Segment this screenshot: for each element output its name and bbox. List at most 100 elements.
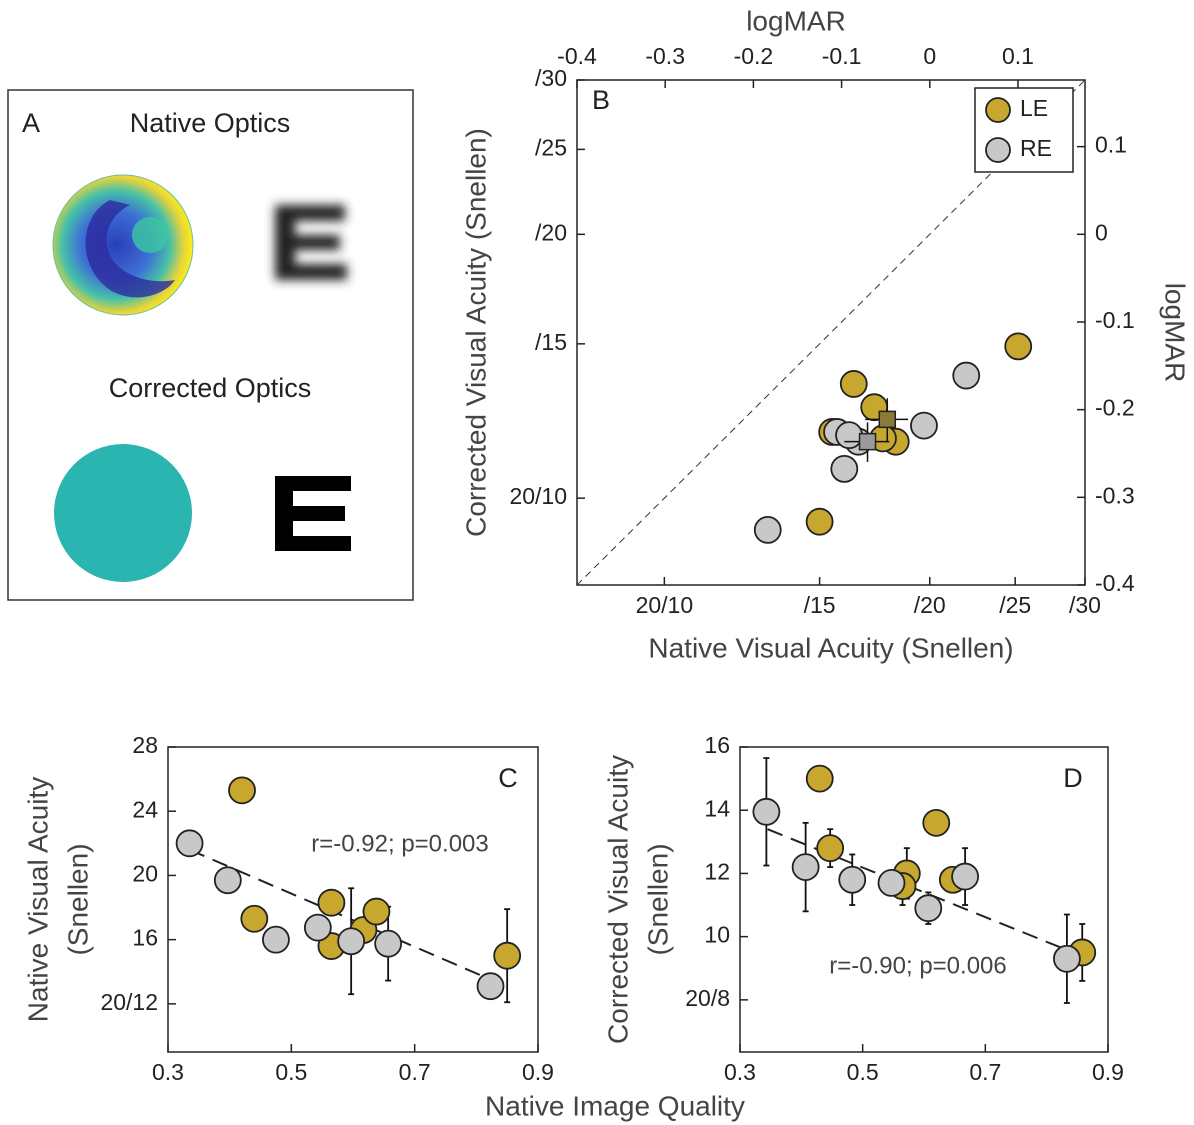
y-tick-label: 12 (704, 859, 730, 885)
panel-label: B (592, 85, 610, 115)
x-tick-label: 0.9 (1092, 1059, 1124, 1085)
y-axis-label: (Snellen) (642, 843, 673, 955)
y-tick-label: 28 (132, 732, 158, 758)
point (951, 862, 979, 891)
point (910, 411, 938, 440)
corrected-pupil (54, 444, 192, 582)
x-tick-label: 0.5 (275, 1059, 307, 1085)
y-tick-label: 16 (704, 732, 730, 758)
x-tick-label: 0.7 (969, 1059, 1001, 1085)
x2-axis-label: logMAR (746, 5, 846, 36)
y2-tick-label: -0.4 (1095, 570, 1135, 596)
y2-tick-label: -0.1 (1095, 307, 1135, 333)
y2-tick-label: -0.2 (1095, 395, 1135, 421)
panel-label: A (22, 108, 40, 138)
point (303, 913, 332, 942)
y-axis-label: Corrected Visual Acuity (Snellen) (460, 128, 491, 537)
point (493, 941, 522, 970)
annotation: r=-0.92; p=0.003 (311, 830, 488, 857)
panel-a-frame (7, 89, 414, 601)
point (317, 888, 346, 917)
annotation: r=-0.90; p=0.006 (829, 952, 1006, 979)
panel-label: C (498, 763, 518, 793)
point (228, 776, 256, 805)
point (791, 853, 820, 882)
y2-tick-label: 0 (1095, 219, 1108, 245)
x2-tick-label: -0.2 (734, 43, 774, 69)
legend-label: LE (1020, 95, 1048, 121)
point (830, 454, 859, 483)
x-tick-label: 0.7 (399, 1059, 431, 1085)
y-tick-label: 20/8 (685, 985, 730, 1011)
plot-frame (576, 79, 1086, 586)
x-tick-label: 0.5 (847, 1059, 879, 1085)
point (362, 897, 391, 926)
x-axis-label: Native Visual Acuity (Snellen) (648, 632, 1013, 663)
y-tick-label: 20 (132, 860, 158, 886)
sharp-e (275, 476, 351, 551)
mean-marker (858, 432, 877, 451)
panel-title: Corrected Optics (109, 373, 312, 403)
x2-tick-label: -0.1 (822, 43, 862, 69)
y-axis-label: Corrected Visual Acuity (602, 755, 633, 1044)
panel-label: D (1063, 763, 1083, 793)
y2-axis-label: logMAR (1160, 283, 1191, 383)
x-axis-label: Native Image Quality (485, 1090, 745, 1121)
y-axis-label: (Snellen) (62, 843, 93, 955)
x-tick-label: /30 (1069, 592, 1101, 618)
point (752, 797, 781, 826)
x-tick-label: 20/10 (636, 592, 694, 618)
y-tick-label: 10 (704, 922, 730, 948)
plot-frame (167, 746, 539, 1053)
fit-line (767, 828, 1066, 951)
y-axis-label: Native Visual Acuity (22, 777, 53, 1022)
point (175, 829, 204, 858)
x-tick-label: 0.3 (724, 1059, 756, 1085)
point (213, 866, 242, 895)
x2-tick-label: -0.3 (645, 43, 685, 69)
y-tick-label: 24 (132, 796, 158, 822)
y2-tick-label: 0.1 (1095, 132, 1127, 158)
x-tick-label: 0.3 (152, 1059, 184, 1085)
x2-tick-label: -0.4 (557, 43, 597, 69)
point (805, 764, 834, 793)
aberration-shape (132, 217, 168, 253)
native-pupil (52, 174, 194, 316)
x-tick-label: /25 (999, 592, 1031, 618)
legend-marker (985, 97, 1011, 123)
point (374, 929, 403, 958)
point (337, 927, 366, 956)
y-tick-label: 20/10 (509, 483, 567, 509)
point (753, 515, 782, 544)
point (922, 808, 951, 837)
plot-frame (739, 746, 1109, 1053)
aberration-shape (85, 200, 175, 298)
point (1004, 332, 1033, 361)
point (262, 925, 290, 954)
x-tick-label: 0.9 (522, 1059, 554, 1085)
mean-marker (878, 410, 897, 429)
y-tick-label: 20/12 (100, 989, 158, 1015)
x2-tick-label: 0.1 (1002, 43, 1034, 69)
x-tick-label: /20 (914, 592, 946, 618)
point (952, 361, 981, 390)
point (240, 904, 269, 933)
y-tick-label: 14 (704, 795, 730, 821)
point (816, 834, 845, 863)
point (1053, 944, 1081, 973)
y-tick-label: 16 (132, 925, 158, 951)
y-tick-label: /20 (535, 219, 567, 245)
y-tick-label: /25 (535, 134, 567, 160)
legend-label: RE (1020, 135, 1052, 161)
point (838, 865, 867, 894)
point (835, 421, 863, 450)
y2-tick-label: -0.3 (1095, 482, 1135, 508)
legend-marker (985, 137, 1011, 163)
fit-line (189, 848, 496, 983)
point (839, 370, 868, 398)
blurred-e (275, 205, 347, 280)
y-tick-label: /15 (535, 329, 567, 355)
point (914, 894, 943, 923)
y-tick-label: /30 (535, 65, 567, 91)
